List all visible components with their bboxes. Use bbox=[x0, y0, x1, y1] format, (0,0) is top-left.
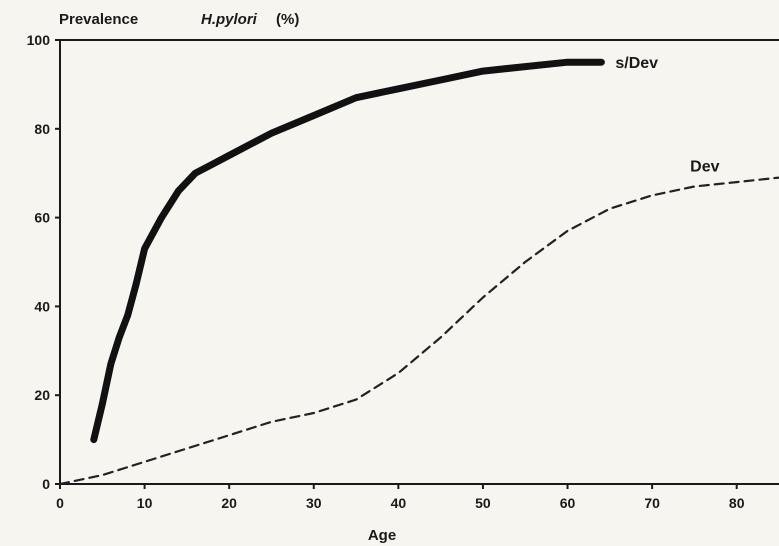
x-tick-label: 60 bbox=[560, 495, 576, 511]
y-axis: 0 20 40 60 80 100 bbox=[27, 32, 60, 492]
chart-title-prefix: Prevalence bbox=[59, 11, 138, 28]
chart-title: Prevalence H.pylori (%) bbox=[59, 11, 299, 28]
x-axis-label: Age bbox=[368, 527, 396, 544]
chart-title-suffix: (%) bbox=[276, 11, 299, 28]
series-label: s/Dev bbox=[615, 55, 658, 72]
series-line-sdev bbox=[90, 58, 605, 444]
series-label: Dev bbox=[690, 159, 719, 176]
x-tick-label: 0 bbox=[56, 495, 64, 511]
series-line-dev bbox=[58, 176, 779, 486]
y-tick-label: 20 bbox=[34, 387, 50, 403]
x-tick-label: 10 bbox=[137, 495, 153, 511]
x-tick-label: 80 bbox=[729, 495, 745, 511]
y-tick-label: 100 bbox=[27, 32, 51, 48]
x-tick-label: 30 bbox=[306, 495, 322, 511]
x-tick-label: 40 bbox=[391, 495, 407, 511]
x-tick-label: 50 bbox=[475, 495, 491, 511]
y-tick-label: 80 bbox=[34, 121, 50, 137]
plot-frame bbox=[59, 39, 779, 485]
series-layer: s/Dev Dev bbox=[58, 55, 779, 486]
chart-title-italic: H.pylori bbox=[201, 11, 258, 28]
x-tick-label: 20 bbox=[221, 495, 237, 511]
y-tick-label: 0 bbox=[42, 476, 50, 492]
x-axis: 0 10 20 30 40 50 60 70 80 bbox=[56, 484, 745, 511]
x-tick-label: 70 bbox=[644, 495, 660, 511]
y-tick-label: 40 bbox=[34, 298, 50, 314]
y-tick-label: 60 bbox=[34, 210, 50, 226]
